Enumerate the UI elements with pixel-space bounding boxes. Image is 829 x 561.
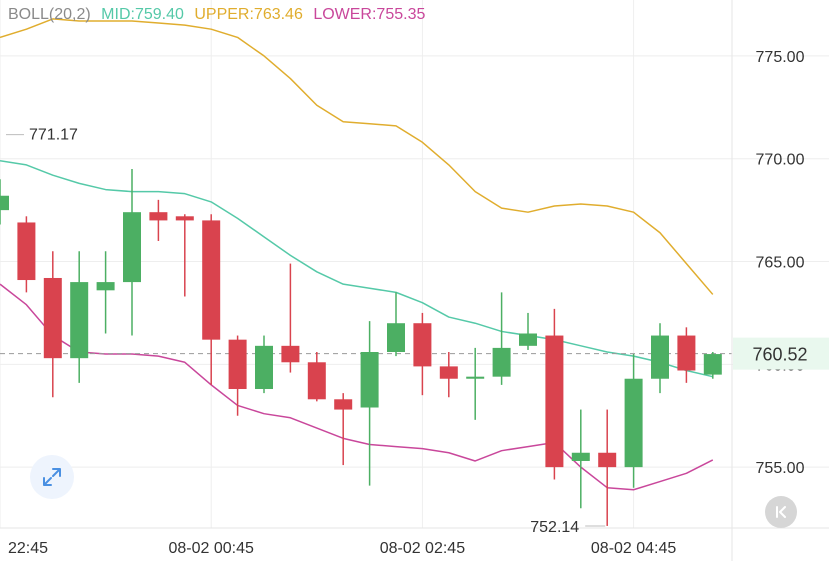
- candle-0-body: [0, 195, 9, 211]
- candle-15: [387, 292, 405, 357]
- candle-11-body: [281, 345, 300, 363]
- candle-16-body: [413, 323, 432, 367]
- candle-11: [281, 263, 300, 373]
- candle-4: [96, 251, 115, 334]
- candle-23: [598, 409, 617, 526]
- candle-6: [149, 199, 168, 241]
- candle-25: [651, 323, 669, 394]
- skip-to-end-icon: [776, 506, 786, 518]
- candle-24: [624, 354, 643, 488]
- candle-0: [0, 179, 9, 225]
- candle-27-body: [703, 354, 722, 375]
- candle-7-body: [175, 216, 194, 221]
- min-price-label: 752.14: [530, 519, 579, 536]
- candle-15-body: [387, 323, 405, 352]
- y-tick-label-2: 765.00: [756, 255, 805, 272]
- fullscreen-button[interactable]: [30, 455, 74, 499]
- candle-18: [466, 347, 485, 420]
- candle-8: [202, 214, 221, 385]
- boll-legend-mid: MID:759.40: [101, 6, 184, 23]
- candle-1: [17, 216, 36, 293]
- scroll-to-latest-button[interactable]: [765, 496, 797, 528]
- candle-17-body: [439, 366, 458, 379]
- candle-24-body: [624, 378, 643, 468]
- candle-16: [413, 312, 432, 396]
- candle-27: [703, 352, 722, 379]
- candle-13: [334, 393, 353, 466]
- boll-legend-name: BOLL(20,2): [8, 6, 91, 23]
- candle-7: [175, 214, 194, 297]
- boll-mid-line: [0, 160, 713, 378]
- candle-2: [43, 251, 62, 398]
- candle-19: [492, 292, 511, 385]
- x-tick-label-1: 08-02 00:45: [168, 540, 254, 557]
- candle-21-body: [545, 335, 564, 468]
- boll-upper-line: [0, 18, 714, 295]
- candle-12-body: [307, 362, 326, 400]
- y-tick-label-3: 770.00: [756, 152, 805, 169]
- candle-6-body: [149, 212, 168, 221]
- candle-13-body: [334, 399, 353, 410]
- current-price-tag-bg: [733, 337, 829, 370]
- candle-22: [571, 409, 590, 509]
- x-tick-label-2: 08-02 02:45: [380, 540, 466, 557]
- candle-26-body: [677, 335, 696, 371]
- candle-14: [360, 321, 379, 486]
- candle-9-body: [228, 339, 247, 390]
- candle-22-body: [571, 452, 590, 461]
- candle-10: [255, 335, 273, 394]
- candle-20: [519, 312, 537, 350]
- boll-legend: BOLL(20,2) MID:759.40 UPPER:763.46 LOWER…: [8, 6, 431, 24]
- candles: [0, 169, 722, 526]
- candle-20-body: [519, 333, 537, 346]
- current-price-tag: 760.52: [752, 345, 807, 365]
- candle-8-body: [202, 220, 221, 340]
- candle-23-body: [598, 452, 617, 468]
- candle-3-body: [70, 282, 89, 359]
- candle-17: [439, 352, 458, 398]
- candle-5: [123, 169, 141, 336]
- max-price-label: 771.17: [29, 127, 78, 144]
- candle-12: [307, 352, 326, 402]
- candle-18-body: [466, 376, 485, 379]
- x-tick-label-0: 22:45: [8, 540, 48, 557]
- candle-26: [677, 327, 696, 383]
- candle-2-body: [43, 277, 62, 359]
- candle-25-body: [651, 335, 669, 379]
- expand-icon: [43, 468, 61, 486]
- candle-5-body: [123, 212, 141, 283]
- candle-10-body: [255, 345, 273, 390]
- candle-4-body: [96, 282, 115, 291]
- candle-9: [228, 335, 247, 416]
- bollinger-bands: [0, 18, 714, 491]
- boll-legend-upper: UPPER:763.46: [194, 6, 303, 23]
- boll-legend-lower: LOWER:755.35: [313, 6, 426, 23]
- candle-3: [70, 251, 89, 383]
- x-tick-label-3: 08-02 04:45: [591, 540, 677, 557]
- candle-1-body: [17, 222, 36, 281]
- y-tick-label-4: 775.00: [756, 49, 805, 66]
- candle-14-body: [360, 352, 379, 408]
- candle-19-body: [492, 347, 511, 377]
- y-tick-label-0: 755.00: [756, 460, 805, 477]
- candle-21: [545, 308, 564, 480]
